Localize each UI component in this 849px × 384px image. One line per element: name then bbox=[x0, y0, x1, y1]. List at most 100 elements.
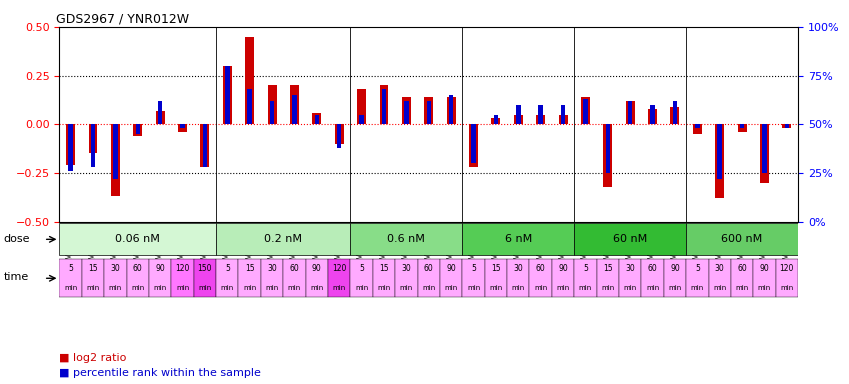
Text: min: min bbox=[355, 285, 368, 291]
Bar bbox=[418, 259, 440, 297]
Bar bbox=[382, 89, 386, 124]
Bar bbox=[760, 124, 769, 183]
Bar bbox=[469, 124, 478, 167]
Bar bbox=[493, 114, 498, 124]
Bar bbox=[178, 124, 187, 132]
Text: 60: 60 bbox=[737, 265, 747, 273]
Text: ■ percentile rank within the sample: ■ percentile rank within the sample bbox=[59, 368, 261, 378]
Bar bbox=[514, 114, 523, 124]
Text: min: min bbox=[87, 285, 99, 291]
Text: 30: 30 bbox=[402, 265, 411, 273]
Bar bbox=[194, 259, 216, 297]
Bar bbox=[641, 259, 664, 297]
Text: min: min bbox=[534, 285, 548, 291]
Text: 60: 60 bbox=[133, 265, 143, 273]
Text: min: min bbox=[154, 285, 166, 291]
Bar bbox=[619, 259, 641, 297]
Bar bbox=[216, 223, 351, 255]
Bar bbox=[180, 124, 185, 128]
Bar bbox=[449, 95, 453, 124]
Text: 0.06 nM: 0.06 nM bbox=[115, 233, 160, 243]
Bar bbox=[559, 114, 567, 124]
Bar bbox=[104, 259, 127, 297]
Text: 15: 15 bbox=[491, 265, 501, 273]
Bar bbox=[351, 259, 373, 297]
Text: min: min bbox=[221, 285, 234, 291]
Text: 90: 90 bbox=[670, 265, 680, 273]
Text: min: min bbox=[601, 285, 615, 291]
Text: 15: 15 bbox=[88, 265, 98, 273]
Bar bbox=[664, 259, 686, 297]
Text: 60: 60 bbox=[536, 265, 546, 273]
Bar bbox=[561, 105, 565, 124]
Bar bbox=[463, 223, 574, 255]
Bar bbox=[574, 259, 597, 297]
Bar bbox=[516, 105, 520, 124]
Bar bbox=[111, 124, 120, 196]
Text: 30: 30 bbox=[514, 265, 523, 273]
Bar bbox=[261, 259, 284, 297]
Bar bbox=[270, 101, 274, 124]
Bar bbox=[284, 259, 306, 297]
Bar bbox=[715, 124, 724, 198]
Text: min: min bbox=[266, 285, 278, 291]
Text: min: min bbox=[713, 285, 727, 291]
Bar bbox=[380, 85, 389, 124]
Text: min: min bbox=[288, 285, 301, 291]
Text: min: min bbox=[445, 285, 458, 291]
Bar bbox=[537, 114, 545, 124]
Bar bbox=[552, 259, 574, 297]
Bar bbox=[247, 89, 252, 124]
Text: min: min bbox=[199, 285, 211, 291]
Text: 0.6 nM: 0.6 nM bbox=[387, 233, 425, 243]
Bar bbox=[424, 97, 433, 124]
Text: 600 nM: 600 nM bbox=[722, 233, 762, 243]
Text: 90: 90 bbox=[312, 265, 322, 273]
Bar bbox=[351, 223, 463, 255]
Bar bbox=[605, 124, 610, 173]
Bar bbox=[315, 114, 319, 124]
Bar bbox=[239, 259, 261, 297]
Bar bbox=[762, 124, 767, 173]
Text: 5: 5 bbox=[359, 265, 364, 273]
Bar bbox=[471, 124, 475, 163]
Text: 5: 5 bbox=[471, 265, 476, 273]
Bar bbox=[245, 36, 254, 124]
Bar bbox=[717, 124, 722, 179]
Text: dose: dose bbox=[3, 233, 30, 243]
Text: min: min bbox=[377, 285, 391, 291]
Text: GDS2967 / YNR012W: GDS2967 / YNR012W bbox=[56, 13, 188, 26]
Bar bbox=[216, 259, 239, 297]
Bar bbox=[113, 124, 118, 179]
Bar bbox=[335, 124, 344, 144]
Text: min: min bbox=[176, 285, 189, 291]
Bar bbox=[650, 105, 655, 124]
Bar bbox=[739, 124, 745, 128]
Text: 30: 30 bbox=[715, 265, 724, 273]
Bar bbox=[59, 223, 216, 255]
Bar bbox=[672, 101, 678, 124]
Text: min: min bbox=[646, 285, 659, 291]
Text: min: min bbox=[758, 285, 771, 291]
Bar bbox=[359, 114, 364, 124]
Text: 30: 30 bbox=[626, 265, 635, 273]
Bar bbox=[709, 259, 731, 297]
Bar bbox=[404, 101, 408, 124]
Text: 120: 120 bbox=[332, 265, 346, 273]
Bar bbox=[538, 105, 543, 124]
Text: 5: 5 bbox=[225, 265, 230, 273]
Text: min: min bbox=[735, 285, 749, 291]
Bar bbox=[91, 124, 95, 167]
Text: min: min bbox=[623, 285, 637, 291]
Text: min: min bbox=[556, 285, 570, 291]
Text: min: min bbox=[691, 285, 704, 291]
Bar bbox=[149, 259, 171, 297]
Bar bbox=[290, 85, 299, 124]
Text: 90: 90 bbox=[558, 265, 568, 273]
Bar bbox=[69, 124, 73, 171]
Bar bbox=[574, 223, 686, 255]
Bar bbox=[447, 97, 456, 124]
Bar bbox=[155, 111, 165, 124]
Text: 120: 120 bbox=[176, 265, 189, 273]
Bar bbox=[783, 124, 791, 128]
